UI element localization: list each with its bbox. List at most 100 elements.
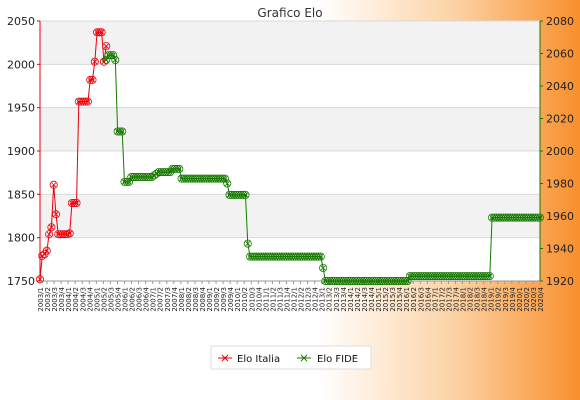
elo-italia-point-cross — [92, 59, 98, 65]
elo-fide-point-ring — [241, 190, 250, 199]
x-tick-label: 2017/2 — [438, 287, 446, 312]
elo-fide-point-cross — [119, 129, 125, 134]
elo-italia-point — [65, 229, 74, 238]
x-tick-label: 2014/4 — [368, 286, 376, 311]
right-tick-label: 2080 — [546, 15, 574, 28]
elo-fide-point — [145, 172, 154, 181]
elo-italia-point — [83, 97, 92, 106]
x-tick-label: 2014/3 — [361, 287, 369, 312]
elo-fide-point-ring — [316, 252, 325, 261]
x-tick-label: 2004/2 — [72, 287, 80, 312]
elo-fide-point — [485, 272, 494, 281]
elo-italia-point-ring — [102, 42, 111, 51]
x-tick-label: 2011/1 — [262, 287, 270, 312]
legend-label-elo-italia: Elo Italia — [237, 354, 280, 365]
left-tick-label: 2000 — [7, 58, 35, 71]
elo-italia-point-ring — [42, 246, 51, 255]
elo-italia-point-cross — [87, 77, 93, 83]
x-tick-label: 2012/4 — [312, 286, 320, 311]
elo-italia-point-ring — [67, 198, 76, 207]
x-tick-label: 2017/3 — [445, 287, 453, 312]
x-tick-label: 2016/2 — [410, 287, 418, 312]
legend: Elo Italia Elo FIDE — [210, 345, 372, 370]
elo-italia-point — [88, 75, 97, 84]
legend-marker-elo-italia — [221, 354, 229, 362]
series-elo-fide — [102, 51, 545, 285]
elo-fide-point-cross — [108, 52, 114, 58]
elo-italia-point-ring — [79, 97, 88, 106]
left-tick-label: 1950 — [7, 102, 35, 115]
elo-italia-point — [81, 97, 90, 106]
elo-italia-point-ring — [72, 198, 81, 207]
plot-band — [40, 194, 540, 238]
elo-italia-point-ring — [88, 75, 97, 84]
elo-fide-point — [314, 252, 323, 261]
x-tick-label: 2015/1 — [375, 287, 383, 312]
x-tick-label: 2019/2 — [495, 287, 503, 312]
x-tick-label: 2011/2 — [269, 287, 277, 312]
elo-fide-point-ring — [109, 51, 118, 60]
elo-italia-point — [70, 198, 79, 207]
left-tick-label: 2050 — [7, 15, 35, 28]
elo-fide-point-cross — [240, 192, 246, 198]
elo-fide-point-cross — [535, 215, 541, 221]
x-tick-label: 2016/3 — [417, 287, 425, 312]
chart-title: Grafico Elo — [257, 6, 322, 20]
x-tick-label: 2014/1 — [347, 287, 355, 312]
elo-fide-point-ring — [125, 177, 134, 186]
elo-fide-point-cross — [112, 57, 118, 63]
elo-fide-point-ring — [111, 56, 120, 65]
right-tick-label: 2060 — [546, 48, 574, 61]
elo-fide-point-ring — [104, 51, 113, 60]
x-tick-label: 2009/1 — [206, 287, 214, 312]
elo-italia-point-cross — [103, 43, 109, 49]
elo-fide-point-ring — [170, 164, 179, 173]
elo-italia-point-cross — [85, 99, 91, 105]
elo-italia-point-ring — [97, 28, 106, 37]
elo-fide-point-ring — [403, 276, 412, 285]
elo-fide-point — [533, 213, 542, 222]
elo-fide-point-cross — [485, 273, 490, 279]
x-tick-label: 2012/2 — [298, 287, 306, 312]
elo-italia-point-cross — [46, 231, 52, 237]
elo-fide-point-ring — [120, 177, 129, 186]
elo-fide-point — [175, 164, 184, 173]
x-tick-label: 2005/4 — [114, 286, 122, 311]
elo-fide-point-ring — [118, 127, 127, 136]
elo-fide-point-cross — [174, 166, 180, 172]
elo-fide-point-ring — [220, 174, 229, 183]
legend-box — [210, 345, 372, 370]
x-tick-label: 2015/3 — [389, 287, 397, 312]
elo-fide-point — [115, 127, 124, 136]
x-tick-label: 2020/2 — [523, 287, 531, 312]
elo-italia-point-cross — [83, 99, 89, 105]
elo-fide-point — [118, 127, 127, 136]
elo-italia-point — [42, 246, 51, 255]
elo-fide-point-ring — [115, 127, 124, 136]
x-tick-label: 2019/1 — [488, 287, 496, 312]
elo-italia-point-ring — [65, 229, 74, 238]
x-tick-label: 2009/3 — [220, 287, 228, 312]
elo-fide-point — [241, 190, 250, 199]
elo-italia-point-cross — [74, 200, 80, 206]
x-tick-label: 2007/4 — [171, 286, 179, 311]
elo-fide-point-ring — [218, 174, 227, 183]
elo-italia-point-cross — [44, 248, 50, 254]
left-tick-label: 1900 — [7, 145, 35, 158]
elo-fide-point-cross — [224, 181, 230, 186]
right-tick-label: 2000 — [546, 145, 574, 158]
x-tick-label: 2005/1 — [93, 287, 101, 312]
elo-italia-point-cross — [96, 29, 102, 35]
elo-fide-point-ring — [481, 272, 490, 281]
x-tick-label: 2007/2 — [157, 287, 165, 312]
plot-band — [40, 237, 540, 281]
x-tick-label: 2005/3 — [107, 287, 115, 312]
x-tick-label: 2015/2 — [382, 287, 390, 312]
right-tick-label: 2040 — [546, 80, 574, 93]
elo-italia-point — [51, 210, 60, 219]
plot-background — [40, 21, 540, 281]
elo-fide-point-ring — [314, 252, 323, 261]
elo-italia-point-ring — [86, 75, 95, 84]
elo-fide-point-ring — [531, 213, 540, 222]
